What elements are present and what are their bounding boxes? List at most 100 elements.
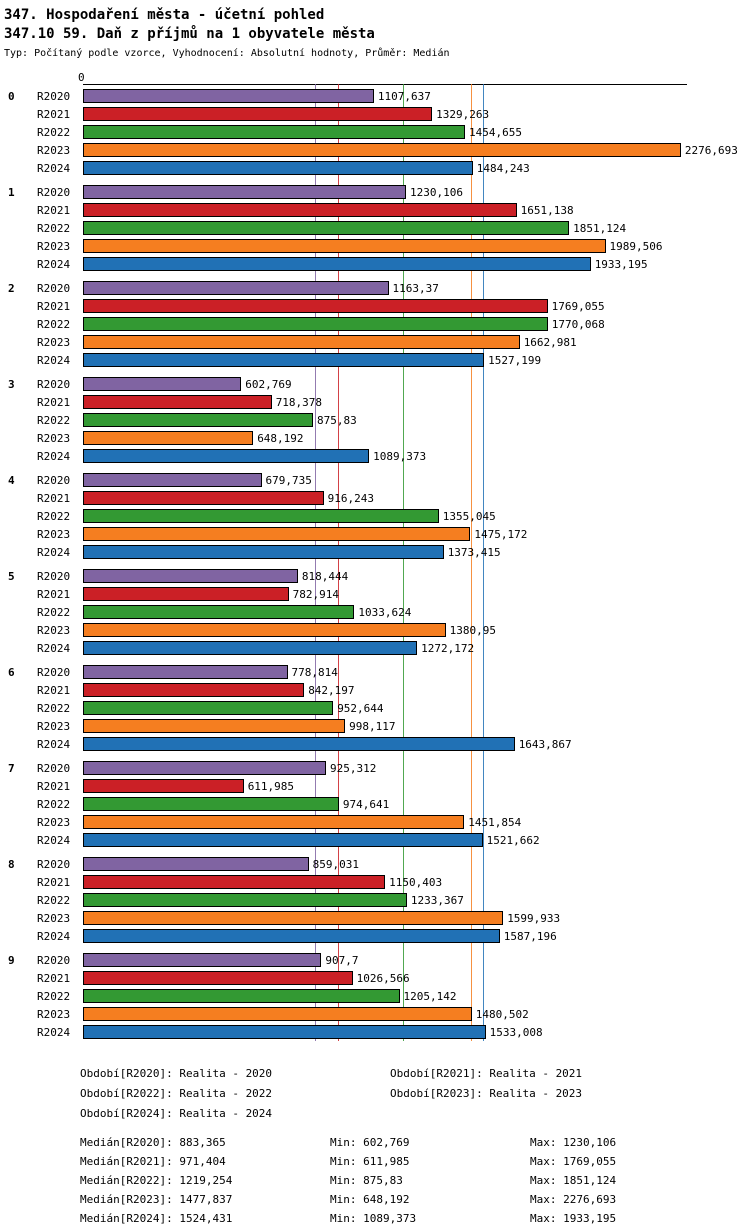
series-label: R2020 bbox=[37, 281, 71, 295]
bar-row: 6 R2020 778,814 bbox=[0, 663, 750, 681]
series-label: R2024 bbox=[37, 641, 71, 655]
stats-row-r2022: Medián[R2022]: 1219,254 Min: 875,83 Max:… bbox=[80, 1171, 750, 1190]
legend-item-r2024: Období[R2024]: Realita - 2024 bbox=[80, 1107, 273, 1120]
series-label: R2023 bbox=[37, 527, 71, 541]
value-label: 1769,055 bbox=[551, 299, 605, 313]
value-label: 1475,172 bbox=[474, 527, 528, 541]
value-label: 1851,124 bbox=[573, 221, 627, 235]
series-label: R2021 bbox=[37, 971, 71, 985]
bar-row: R2024 1521,662 bbox=[0, 831, 750, 849]
bar-group-4: 4 R2020 679,735 R2021 916,243 R2022 1355,045 R2… bbox=[0, 471, 750, 561]
bar-r2020 bbox=[83, 89, 374, 103]
bar-group-0: 0 R2020 1107,637 R2021 1329,263 R2022 1454,655… bbox=[0, 87, 750, 177]
bar-r2022 bbox=[83, 125, 465, 139]
bar-r2024 bbox=[83, 929, 500, 943]
series-label: R2023 bbox=[37, 1007, 71, 1021]
series-label: R2022 bbox=[37, 989, 71, 1003]
bar-row: R2024 1533,008 bbox=[0, 1023, 750, 1041]
bar-r2022 bbox=[83, 893, 407, 907]
series-label: R2020 bbox=[37, 761, 71, 775]
bar-r2020 bbox=[83, 281, 389, 295]
series-label: R2020 bbox=[37, 89, 71, 103]
bar-row: R2022 1851,124 bbox=[0, 219, 750, 237]
value-label: 1770,068 bbox=[551, 317, 605, 331]
group-label: 8 bbox=[8, 857, 15, 871]
bar-row: 9 R2020 907,7 bbox=[0, 951, 750, 969]
series-label: R2022 bbox=[37, 125, 71, 139]
bar-r2022 bbox=[83, 701, 334, 715]
series-label: R2020 bbox=[37, 473, 71, 487]
bar-r2021 bbox=[83, 491, 324, 505]
value-label: 1989,506 bbox=[609, 239, 663, 253]
bar-r2023 bbox=[83, 719, 346, 733]
stats-row-r2021: Medián[R2021]: 971,404 Min: 611,985 Max:… bbox=[80, 1152, 750, 1171]
bar-row: R2022 952,644 bbox=[0, 699, 750, 717]
value-label: 1272,172 bbox=[421, 641, 475, 655]
bar-r2021 bbox=[83, 299, 548, 313]
bar-r2021 bbox=[83, 779, 244, 793]
max-value: Max: 2276,693 bbox=[530, 1193, 617, 1206]
value-label: 1599,933 bbox=[507, 911, 561, 925]
series-label: R2023 bbox=[37, 335, 71, 349]
bar-row: R2021 718,378 bbox=[0, 393, 750, 411]
chart-header: 347. Hospodaření města - účetní pohled 3… bbox=[0, 0, 750, 59]
bar-r2023 bbox=[83, 815, 465, 829]
bar-row: R2023 1599,933 bbox=[0, 909, 750, 927]
value-label: 1533,008 bbox=[489, 1025, 543, 1039]
bar-r2023 bbox=[83, 239, 606, 253]
group-label: 2 bbox=[8, 281, 15, 295]
min-value: Min: 1089,373 bbox=[330, 1212, 417, 1225]
value-label: 859,031 bbox=[312, 857, 359, 871]
bar-row: R2023 1662,981 bbox=[0, 333, 750, 351]
bar-group-9: 9 R2020 907,7 R2021 1026,566 R2022 1205,142 R20… bbox=[0, 951, 750, 1041]
bar-group-1: 1 R2020 1230,106 R2021 1651,138 R2022 1851,124… bbox=[0, 183, 750, 273]
median-line-r2020 bbox=[315, 84, 316, 1041]
group-label: 1 bbox=[8, 185, 15, 199]
series-label: R2020 bbox=[37, 377, 71, 391]
group-label: 5 bbox=[8, 569, 15, 583]
value-label: 916,243 bbox=[327, 491, 374, 505]
value-label: 648,192 bbox=[257, 431, 304, 445]
value-label: 998,117 bbox=[349, 719, 396, 733]
bar-r2023 bbox=[83, 527, 471, 541]
bar-row: 2 R2020 1163,37 bbox=[0, 279, 750, 297]
median-line-r2022 bbox=[403, 84, 405, 1041]
value-label: 1651,138 bbox=[520, 203, 574, 217]
bar-row: R2021 1651,138 bbox=[0, 201, 750, 219]
bar-r2023 bbox=[83, 911, 504, 925]
bar-r2022 bbox=[83, 221, 570, 235]
bar-row: R2023 2276,693 bbox=[0, 141, 750, 159]
bar-row: 3 R2020 602,769 bbox=[0, 375, 750, 393]
bar-row: R2022 875,83 bbox=[0, 411, 750, 429]
median-line-r2021 bbox=[338, 84, 340, 1041]
series-label: R2024 bbox=[37, 833, 71, 847]
bar-row: R2022 1454,655 bbox=[0, 123, 750, 141]
x-axis-line bbox=[83, 84, 687, 85]
bar-r2022 bbox=[83, 413, 313, 427]
bar-r2020 bbox=[83, 665, 288, 679]
bar-row: R2024 1272,172 bbox=[0, 639, 750, 657]
value-label: 1380,95 bbox=[449, 623, 496, 637]
value-label: 1026,566 bbox=[356, 971, 410, 985]
bar-r2024 bbox=[83, 353, 485, 367]
bar-r2023 bbox=[83, 335, 520, 349]
bar-row: R2022 1233,367 bbox=[0, 891, 750, 909]
min-value: Min: 602,769 bbox=[330, 1136, 410, 1149]
value-label: 1163,37 bbox=[392, 281, 439, 295]
value-label: 842,197 bbox=[308, 683, 355, 697]
series-label: R2020 bbox=[37, 953, 71, 967]
bar-row: 5 R2020 818,444 bbox=[0, 567, 750, 585]
value-label: 1454,655 bbox=[469, 125, 522, 139]
series-label: R2021 bbox=[37, 395, 71, 409]
series-label: R2022 bbox=[37, 893, 71, 907]
value-label: 1527,199 bbox=[488, 353, 542, 367]
bar-r2021 bbox=[83, 587, 289, 601]
bar-r2022 bbox=[83, 989, 400, 1003]
max-value: Max: 1851,124 bbox=[530, 1174, 617, 1187]
bar-row: R2021 1769,055 bbox=[0, 297, 750, 315]
bar-r2020 bbox=[83, 857, 309, 871]
bar-r2024 bbox=[83, 641, 418, 655]
bar-r2020 bbox=[83, 569, 298, 583]
bar-r2020 bbox=[83, 473, 262, 487]
value-label: 718,378 bbox=[275, 395, 323, 409]
